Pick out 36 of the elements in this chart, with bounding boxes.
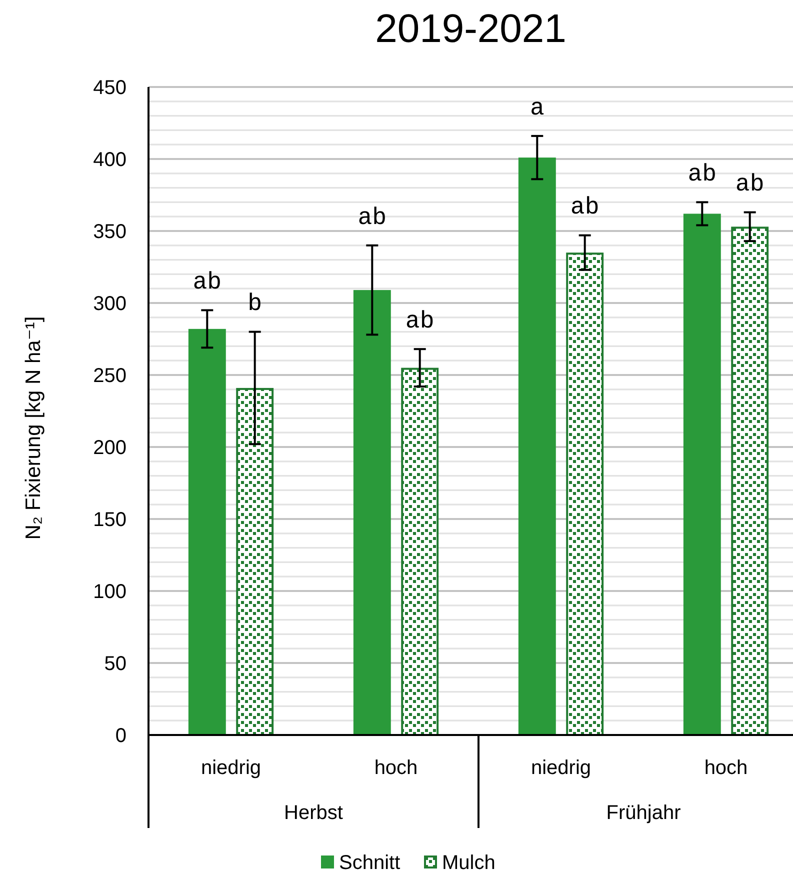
bar <box>236 388 274 736</box>
x-tick-label: hoch <box>374 757 418 779</box>
bar <box>566 252 604 736</box>
y-tick-label: 200 <box>93 437 126 459</box>
legend-label: Schnitt <box>339 852 401 874</box>
text: Frühjahr <box>606 802 682 824</box>
y-tick-label: 450 <box>93 77 126 99</box>
y-tick-label: 100 <box>93 581 126 603</box>
annotation: ab <box>735 172 764 199</box>
annotation: ab <box>192 270 222 297</box>
x-tick-label: niedrig <box>200 757 262 779</box>
y-tick-label: 250 <box>93 365 126 387</box>
annotation: ab <box>688 162 717 189</box>
x-tick-label: hoch <box>704 757 748 779</box>
bar <box>683 214 721 735</box>
annotation: b <box>248 291 262 318</box>
y-tick-label: 400 <box>93 149 126 171</box>
annotation: ab <box>358 204 387 232</box>
bar <box>518 158 556 735</box>
legend-label: Mulch <box>442 852 496 874</box>
chart-title: 2019-2021 <box>375 7 566 51</box>
y-tick-label: 350 <box>93 221 126 243</box>
y-tick-label: 0 <box>115 725 126 747</box>
y-axis-title: N₂ Fixierung [kg N ha⁻¹] <box>22 316 45 540</box>
text: Herbst <box>284 802 344 824</box>
y-tick-label: 50 <box>104 653 126 675</box>
y-tick-label: 150 <box>93 509 126 531</box>
annotation: a <box>530 95 544 122</box>
y-tick-label: 300 <box>93 293 126 315</box>
x-tick-label: niedrig <box>530 757 592 779</box>
bar <box>353 290 391 735</box>
annotation: ab <box>570 194 600 222</box>
bar <box>731 226 769 736</box>
bar <box>188 328 226 735</box>
bar <box>401 368 439 736</box>
annotation: ab <box>405 308 434 336</box>
